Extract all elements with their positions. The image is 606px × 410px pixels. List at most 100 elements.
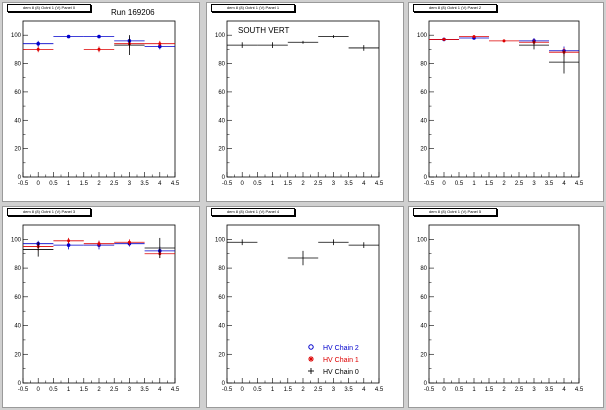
x-tick-label: 0 — [442, 387, 446, 393]
x-tick-label: 2 — [502, 181, 506, 187]
x-tick-label: 2 — [97, 387, 101, 393]
chain0-point — [348, 45, 379, 51]
x-tick-label: 2.5 — [515, 181, 524, 187]
x-tick-label: 1.5 — [80, 181, 89, 187]
x-tick-label: 0.5 — [455, 181, 464, 187]
chain1-point — [459, 35, 489, 39]
x-tick-label: 4 — [158, 181, 162, 187]
y-tick-label: 0 — [222, 175, 226, 181]
x-tick-label: 3.5 — [344, 181, 353, 187]
plot-frame — [226, 20, 380, 178]
x-tick-label: 2 — [502, 387, 506, 393]
chain1-point — [114, 239, 145, 246]
y-tick-label: 20 — [14, 352, 21, 358]
x-tick-label: 4 — [362, 387, 366, 393]
x-tick-label: 2 — [301, 387, 305, 393]
chain1-point — [83, 240, 115, 247]
panel-title: dem 8 (8) Octnt 1 (V) Panel 2 — [413, 4, 497, 12]
y-tick-label: 60 — [420, 90, 427, 96]
chain1-point — [23, 46, 54, 53]
x-tick-label: 4 — [562, 387, 566, 393]
x-tick-label: -0.5 — [424, 181, 435, 187]
y-tick-label: 60 — [14, 295, 21, 301]
x-tick-label: 4 — [158, 387, 162, 393]
plot-pad-5: 0 20 40 60 80 100 -0.5 0 0.5 1 1.5 2 2.5 3 3.5 4 4.5 HV C… — [206, 206, 404, 408]
y-tick-label: 60 — [218, 90, 225, 96]
x-tick-label: 3 — [332, 387, 336, 393]
x-tick-label: 4.5 — [375, 387, 384, 393]
panel-title: dem 8 (8) Octnt 1 (V) Panel 0 — [7, 4, 91, 12]
y-tick-label: 40 — [14, 118, 21, 124]
x-tick-label: 0.5 — [49, 181, 58, 187]
x-tick-label: 1.5 — [284, 387, 293, 393]
chain0-point — [318, 35, 349, 39]
y-tick-label: 20 — [420, 147, 427, 153]
x-tick-label: -0.5 — [18, 387, 29, 393]
y-tick-label: 0 — [222, 381, 226, 387]
x-tick-label: 2.5 — [314, 181, 323, 187]
legend-plus-marker — [308, 368, 314, 374]
x-tick-label: 0 — [37, 181, 41, 187]
legend-label: HV Chain 1 — [323, 357, 359, 364]
y-tick-label: 0 — [18, 175, 22, 181]
y-tick-label: 80 — [14, 62, 21, 68]
legend-entry: HV Chain 2 — [308, 344, 359, 352]
chain2-point — [23, 40, 54, 47]
chain1-point — [489, 39, 519, 43]
chain0-point — [348, 242, 379, 248]
plot-pad-3: 0 20 40 60 80 100 -0.5 0 0.5 1 1.5 2 2.5 3 3.5 4 4.5 dem … — [408, 2, 604, 202]
x-tick-label: 3 — [532, 181, 536, 187]
x-tick-label: 4.5 — [375, 181, 384, 187]
chain0-point — [227, 239, 258, 246]
x-tick-label: -0.5 — [222, 181, 233, 187]
y-tick-label: 80 — [14, 266, 21, 272]
legend-label: HV Chain 2 — [323, 345, 359, 352]
chain0-point — [114, 35, 145, 56]
y-tick-label: 0 — [424, 175, 428, 181]
y-tick-label: 0 — [424, 381, 428, 387]
x-tick-label: 2.5 — [110, 387, 119, 393]
south-vert-label: SOUTH VERT — [238, 26, 290, 35]
x-tick-label: 1 — [472, 181, 476, 187]
x-tick-label: 1.5 — [80, 387, 89, 393]
plot-pad-2: 0 20 40 60 80 100 -0.5 0 0.5 1 1.5 2 2.5 3 3.5 4 4.5 SOUT… — [206, 2, 404, 202]
x-tick-label: 0 — [37, 387, 41, 393]
panel-title: dem 8 (8) Octnt 1 (V) Panel 4 — [211, 208, 295, 216]
x-tick-label: 3.5 — [545, 181, 554, 187]
y-tick-label: 100 — [215, 237, 226, 243]
panel-title: dem 8 (8) Octnt 1 (V) Panel 1 — [211, 4, 295, 12]
y-tick-label: 20 — [218, 147, 225, 153]
chain1-point — [83, 46, 115, 53]
chain0-point — [549, 50, 579, 74]
chain1-point — [429, 37, 459, 41]
chain1-point — [53, 237, 84, 244]
x-tick-label: 4.5 — [171, 181, 180, 187]
y-tick-label: 80 — [420, 62, 427, 68]
chain2-point — [53, 34, 84, 39]
chain0-point — [519, 40, 549, 50]
x-tick-label: 4.5 — [171, 387, 180, 393]
x-tick-label: 3 — [332, 181, 336, 187]
x-tick-label: 0.5 — [455, 387, 464, 393]
y-tick-label: 20 — [420, 352, 427, 358]
x-tick-label: 2.5 — [110, 181, 119, 187]
y-tick-label: 80 — [218, 266, 225, 272]
run-label: Run 169206 — [111, 8, 155, 17]
y-tick-label: 100 — [417, 237, 428, 243]
y-tick-label: 20 — [14, 147, 21, 153]
x-tick-label: -0.5 — [18, 181, 29, 187]
y-tick-label: 0 — [18, 381, 22, 387]
x-tick-label: 1 — [271, 181, 275, 187]
chain0-point — [227, 42, 258, 48]
x-tick-label: 3.5 — [545, 387, 554, 393]
plot-pad-6: 0 20 40 60 80 100 -0.5 0 0.5 1 1.5 2 2.5 3 3.5 4 4.5 dem … — [408, 206, 604, 408]
panel-title: dem 8 (8) Octnt 1 (V) Panel 5 — [413, 208, 497, 216]
panel-title: dem 8 (8) Octnt 1 (V) Panel 3 — [7, 208, 91, 216]
plot-frame — [428, 20, 580, 178]
x-tick-label: 2.5 — [314, 387, 323, 393]
